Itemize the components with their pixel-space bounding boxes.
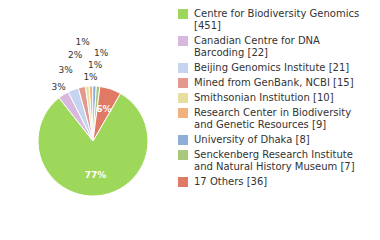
- svg-text:1%: 1%: [75, 37, 90, 47]
- html-text:Senckenberg Research Institute: Senckenberg Research Institute and Natur…: [194, 149, 355, 172]
- html-text:Research Center in Biodiversit: Research Center in Biodiversity and Gene…: [194, 107, 352, 130]
- svg-text:1%: 1%: [83, 72, 98, 82]
- html-text:Smithsonian Institution [10]: Smithsonian Institution [10]: [194, 92, 334, 103]
- svg-text:1%: 1%: [88, 60, 103, 70]
- svg-text:6%: 6%: [96, 104, 111, 114]
- html-text:Mined from GenBank, NCBI [15]: Mined from GenBank, NCBI [15]: [194, 77, 354, 88]
- svg-text:77%: 77%: [85, 170, 107, 180]
- html-text:Centre for Biodiversity Genomi: Centre for Biodiversity Genomics [451]: [194, 8, 360, 31]
- svg-text:3%: 3%: [58, 65, 73, 75]
- html-text:Beijing Genomics Institute [21: Beijing Genomics Institute [21]: [194, 62, 350, 73]
- svg-text:2%: 2%: [68, 50, 83, 60]
- html-text:17 Others [36]: 17 Others [36]: [194, 176, 268, 187]
- html-text:University of Dhaka [8]: University of Dhaka [8]: [194, 134, 310, 145]
- html-text:Canadian Centre for DNA Barcod: Canadian Centre for DNA Barcoding [22]: [194, 35, 320, 58]
- svg-text:3%: 3%: [51, 82, 66, 92]
- svg-text:1%: 1%: [94, 48, 109, 58]
